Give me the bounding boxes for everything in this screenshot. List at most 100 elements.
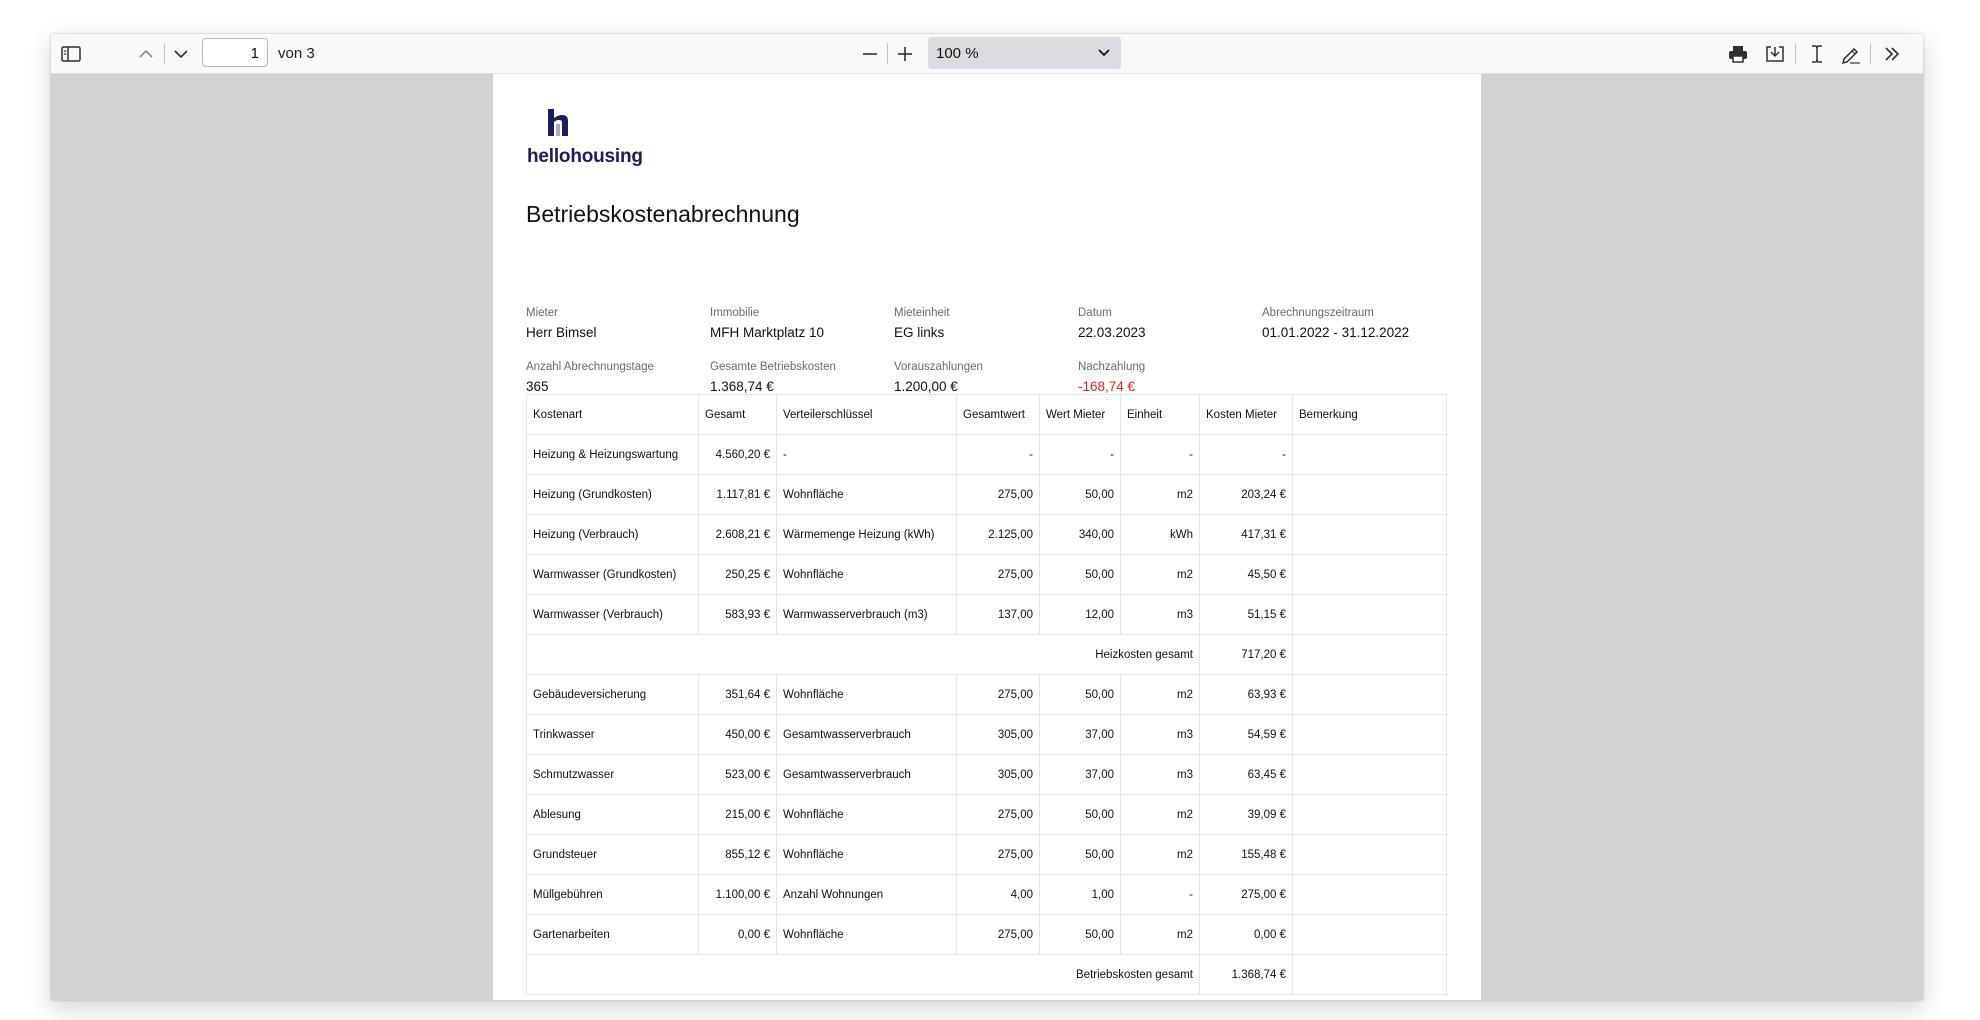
table-row: Gartenarbeiten 0,00 € Wohnfläche 275,00 50,0… bbox=[526, 914, 1447, 955]
zoom-out-icon[interactable] bbox=[858, 42, 882, 66]
table-row: Heizung (Grundkosten) 1.117,81 € Wohnfläch… bbox=[526, 474, 1447, 515]
column-header: Verteilerschlüssel bbox=[776, 394, 957, 435]
table-cell: Wohnfläche bbox=[776, 834, 957, 875]
chevron-down-icon bbox=[1097, 46, 1111, 64]
table-cell bbox=[1292, 554, 1447, 595]
table-cell: m2 bbox=[1120, 674, 1200, 715]
table-cell bbox=[1292, 714, 1447, 755]
table-cell: 250,25 € bbox=[698, 554, 777, 595]
table-row: Grundsteuer 855,12 € Wohnfläche 275,00 50,00… bbox=[526, 834, 1447, 875]
table-cell: Wohnfläche bbox=[776, 794, 957, 835]
column-header: Kosten Mieter bbox=[1199, 394, 1293, 435]
table-cell: 450,00 € bbox=[698, 714, 777, 755]
table-cell: 275,00 bbox=[956, 794, 1040, 835]
table-cell: 63,45 € bbox=[1199, 754, 1293, 795]
column-header: Kostenart bbox=[526, 394, 699, 435]
subtotal-label: Heizkosten gesamt bbox=[526, 634, 1200, 675]
table-cell: 50,00 bbox=[1039, 914, 1121, 955]
table-cell: m2 bbox=[1120, 914, 1200, 955]
table-cell: Warmwasserverbrauch (m3) bbox=[776, 594, 957, 635]
zoom-in-icon[interactable] bbox=[893, 42, 917, 66]
text-cursor-icon[interactable] bbox=[1805, 42, 1829, 66]
printer-icon[interactable] bbox=[1726, 42, 1750, 66]
table-cell: Wohnfläche bbox=[776, 474, 957, 515]
pdf-toolbar: 1 von 3 100 % bbox=[51, 34, 1923, 74]
table-cell: m2 bbox=[1120, 834, 1200, 875]
table-cell: 340,00 bbox=[1039, 514, 1121, 555]
draw-pen-icon[interactable] bbox=[1839, 42, 1863, 66]
table-cell: 4.560,20 € bbox=[698, 434, 777, 475]
table-cell: Warmwasser (Grundkosten) bbox=[526, 554, 699, 595]
table-cell: Warmwasser (Verbrauch) bbox=[526, 594, 699, 635]
table-cell: 305,00 bbox=[956, 714, 1040, 755]
table-body: Heizung & Heizungswartung 4.560,20 € - - - - -… bbox=[526, 434, 1447, 995]
table-cell: Wärmemenge Heizung (kWh) bbox=[776, 514, 957, 555]
table-cell: 855,12 € bbox=[698, 834, 777, 875]
table-cell: Wohnfläche bbox=[776, 914, 957, 955]
table-cell: 50,00 bbox=[1039, 674, 1121, 715]
table-row: Müllgebühren 1.100,00 € Anzahl Wohnungen 4,… bbox=[526, 874, 1447, 915]
meta-datum: Datum 22.03.2023 bbox=[1078, 307, 1146, 340]
sidebar-toggle-icon[interactable] bbox=[59, 42, 83, 66]
table-cell: 12,00 bbox=[1039, 594, 1121, 635]
table-cell: - bbox=[1199, 434, 1293, 475]
table-row: Warmwasser (Verbrauch) 583,93 € Warmwasser… bbox=[526, 594, 1447, 635]
table-cell: Gebäudeversicherung bbox=[526, 674, 699, 715]
table-cell: Wohnfläche bbox=[776, 554, 957, 595]
table-cell: 417,31 € bbox=[1199, 514, 1293, 555]
table-cell: Heizung (Verbrauch) bbox=[526, 514, 699, 555]
page-count-label: von 3 bbox=[278, 45, 315, 62]
table-cell: Schmutzwasser bbox=[526, 754, 699, 795]
table-cell: 1,00 bbox=[1039, 874, 1121, 915]
table-cell: - bbox=[1120, 434, 1200, 475]
table-cell: Wohnfläche bbox=[776, 674, 957, 715]
table-cell: m3 bbox=[1120, 714, 1200, 755]
subtotal-label: Betriebskosten gesamt bbox=[526, 954, 1200, 995]
subtotal-row: Heizkosten gesamt 717,20 € bbox=[526, 634, 1447, 675]
table-cell bbox=[1292, 874, 1447, 915]
table-cell: m3 bbox=[1120, 594, 1200, 635]
table-row: Trinkwasser 450,00 € Gesamtwasserverbrauch… bbox=[526, 714, 1447, 755]
table-cell bbox=[1292, 794, 1447, 835]
table-cell: 275,00 € bbox=[1199, 874, 1293, 915]
table-cell: Gesamtwasserverbrauch bbox=[776, 754, 957, 795]
table-cell bbox=[1292, 834, 1447, 875]
table-cell: Heizung & Heizungswartung bbox=[526, 434, 699, 475]
chevron-up-icon[interactable] bbox=[134, 42, 158, 66]
table-row: Heizung (Verbrauch) 2.608,21 € Wärmemenge … bbox=[526, 514, 1447, 555]
download-icon[interactable] bbox=[1763, 42, 1787, 66]
column-header: Bemerkung bbox=[1292, 394, 1447, 435]
table-cell: m2 bbox=[1120, 474, 1200, 515]
table-cell: 583,93 € bbox=[698, 594, 777, 635]
meta-mieter: Mieter Herr Bimsel bbox=[526, 307, 597, 340]
table-row: Ablesung 215,00 € Wohnfläche 275,00 50,00 m2 3… bbox=[526, 794, 1447, 835]
table-cell: 523,00 € bbox=[698, 754, 777, 795]
table-cell: 275,00 bbox=[956, 474, 1040, 515]
table-cell: 54,59 € bbox=[1199, 714, 1293, 755]
table-cell bbox=[1292, 434, 1447, 475]
table-cell: 39,09 € bbox=[1199, 794, 1293, 835]
table-cell: 50,00 bbox=[1039, 834, 1121, 875]
meta-immobilie: Immobilie MFH Marktplatz 10 bbox=[710, 307, 825, 340]
subtotal-row: Betriebskosten gesamt 1.368,74 € bbox=[526, 954, 1447, 995]
table-cell: Trinkwasser bbox=[526, 714, 699, 755]
table-cell: 1.100,00 € bbox=[698, 874, 777, 915]
table-cell: 215,00 € bbox=[698, 794, 777, 835]
subtotal-value: 1.368,74 € bbox=[1199, 954, 1293, 995]
table-cell: Gesamtwasserverbrauch bbox=[776, 714, 957, 755]
table-cell: Gartenarbeiten bbox=[526, 914, 699, 955]
table-cell: 0,00 € bbox=[698, 914, 777, 955]
zoom-select[interactable]: 100 % bbox=[928, 37, 1121, 69]
table-cell: 275,00 bbox=[956, 674, 1040, 715]
table-cell: m2 bbox=[1120, 554, 1200, 595]
table-cell: 37,00 bbox=[1039, 754, 1121, 795]
table-cell bbox=[1292, 914, 1447, 955]
page-number-input[interactable]: 1 bbox=[202, 38, 268, 67]
table-cell: 51,15 € bbox=[1199, 594, 1293, 635]
document-title: Betriebskostenabrechnung bbox=[526, 201, 800, 227]
double-chevron-right-icon[interactable] bbox=[1880, 42, 1904, 66]
cost-table: Kostenart Gesamt Verteilerschlüssel Gesamtw… bbox=[526, 394, 1447, 995]
chevron-down-icon[interactable] bbox=[169, 42, 193, 66]
document-page: hellohousing Betriebskostenabrechnung Mi… bbox=[493, 74, 1481, 1000]
table-cell: 275,00 bbox=[956, 554, 1040, 595]
